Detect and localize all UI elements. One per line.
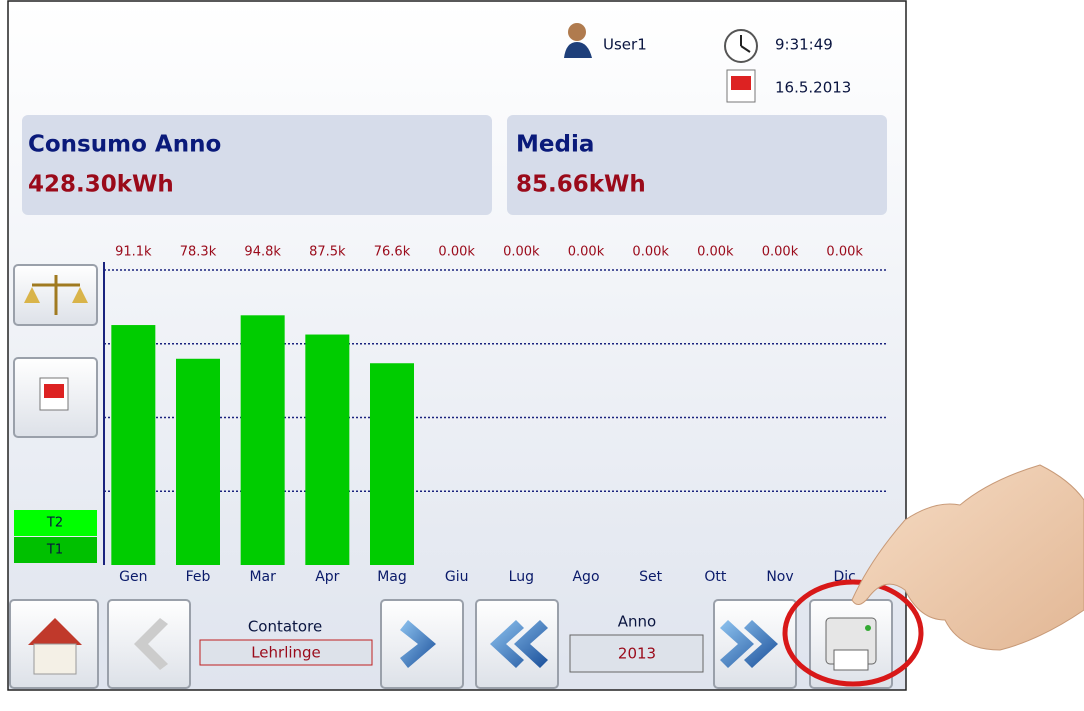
counter-value: Lehrlinge xyxy=(251,644,321,662)
date: 16.5.2013 xyxy=(775,79,851,97)
value-label: 94.8k xyxy=(244,245,281,260)
value-label: 0.00k xyxy=(762,245,799,260)
x-tick-label: Giu xyxy=(445,569,469,585)
x-tick-label: Apr xyxy=(315,569,339,585)
tariff-box xyxy=(14,537,97,563)
counter-box xyxy=(199,639,373,666)
value-label: 0.00k xyxy=(568,245,605,260)
year-box xyxy=(569,634,704,673)
home-button[interactable] xyxy=(9,599,99,689)
value-label: 76.6k xyxy=(374,245,411,260)
value-label: 0.00k xyxy=(438,245,475,260)
counter-label: Contatore xyxy=(248,618,322,636)
tariff-label: T1 xyxy=(46,543,63,558)
prev-year-button[interactable] xyxy=(475,599,559,689)
user-name: User1 xyxy=(603,36,647,54)
user-icon xyxy=(564,23,592,58)
time: 9:31:49 xyxy=(775,36,833,54)
bar xyxy=(240,315,285,565)
x-tick-label: Mag xyxy=(377,569,407,585)
print-button[interactable] xyxy=(809,599,893,689)
pointing-hand xyxy=(851,464,1084,651)
card-value: 428.30kWh xyxy=(28,172,174,198)
chart: 91.1k Gen 78.3k Feb 94.8k Mar 87.5k Apr 76.6k Mag… xyxy=(103,245,887,585)
card xyxy=(507,115,887,215)
card xyxy=(22,115,492,215)
x-tick-label: Nov xyxy=(766,569,793,585)
x-tick-label: Ago xyxy=(572,569,599,585)
card-title: Consumo Anno xyxy=(28,132,221,158)
value-label: 78.3k xyxy=(180,245,217,260)
value-label: 0.00k xyxy=(826,245,863,260)
tariff-label: T2 xyxy=(46,516,63,531)
year-value: 2013 xyxy=(618,645,656,663)
next-button[interactable] xyxy=(380,599,464,689)
card-title: Media xyxy=(516,132,594,158)
x-tick-label: Feb xyxy=(186,569,211,585)
value-label: 87.5k xyxy=(309,245,346,260)
tariff-box xyxy=(14,510,97,536)
prev-button[interactable] xyxy=(107,599,191,689)
calendar-button[interactable] xyxy=(13,357,98,438)
calendar-icon xyxy=(726,69,756,103)
x-tick-label: Lug xyxy=(509,569,534,585)
value-label: 0.00k xyxy=(632,245,669,260)
clock-icon xyxy=(724,29,758,63)
year-label: Anno xyxy=(618,613,656,631)
bar xyxy=(370,363,414,565)
x-tick-label: Mar xyxy=(249,569,276,585)
x-tick-label: Gen xyxy=(119,569,147,585)
balance-button[interactable] xyxy=(13,264,98,326)
value-label: 0.00k xyxy=(697,245,734,260)
value-label: 91.1k xyxy=(115,245,152,260)
highlight-circle xyxy=(782,579,924,687)
x-tick-label: Ott xyxy=(704,569,727,585)
card-value: 85.66kWh xyxy=(516,172,646,198)
bar xyxy=(305,334,350,565)
x-tick-label: Set xyxy=(639,569,663,585)
value-label: 0.00k xyxy=(503,245,540,260)
bar xyxy=(111,325,156,565)
bar xyxy=(176,358,220,565)
next-year-button[interactable] xyxy=(713,599,797,689)
